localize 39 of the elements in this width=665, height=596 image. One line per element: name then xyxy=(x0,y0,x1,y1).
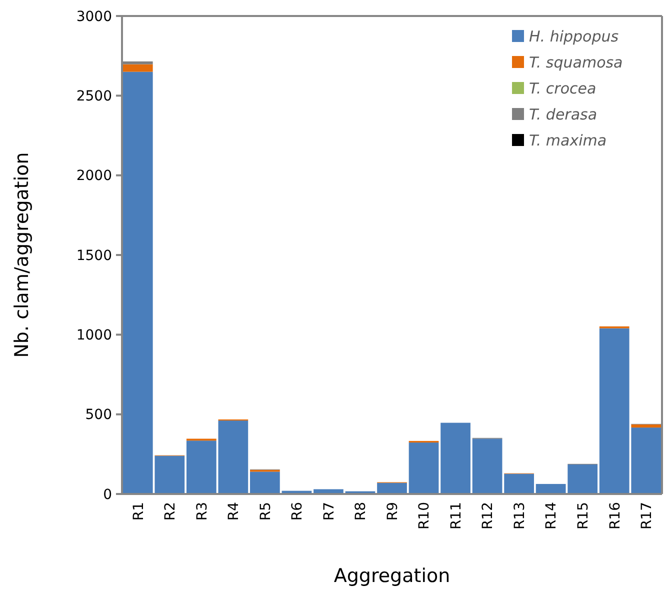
x-tick-label: R2 xyxy=(162,502,179,521)
y-tick-label: 1000 xyxy=(76,328,112,344)
bar xyxy=(472,438,502,494)
y-axis-title: Nb. clam/aggregation xyxy=(11,152,33,358)
y-tick-label: 0 xyxy=(103,486,112,503)
x-tick-label: R10 xyxy=(416,502,433,530)
y-tick-label: 2000 xyxy=(76,168,112,184)
y-tick-label: 2500 xyxy=(76,88,112,105)
x-axis-title: Aggregation xyxy=(334,565,450,587)
x-tick-label: R17 xyxy=(639,502,656,530)
legend-label: T. maxima xyxy=(529,131,607,150)
x-tick-label: R12 xyxy=(480,502,496,530)
legend-label: T. crocea xyxy=(529,79,596,98)
bar xyxy=(440,422,470,494)
x-tick-label: R1 xyxy=(130,502,147,521)
x-tick-label: R6 xyxy=(290,502,306,521)
bar xyxy=(504,474,534,494)
x-tick-label: R8 xyxy=(353,502,370,521)
bar xyxy=(377,482,407,494)
x-tick-label: R15 xyxy=(575,502,592,530)
x-tick-label: R5 xyxy=(258,502,274,521)
legend-label: H. hippopus xyxy=(529,27,619,46)
x-tick-label: R13 xyxy=(512,502,528,530)
x-tick-label: R14 xyxy=(544,502,560,530)
x-tick-label: R4 xyxy=(226,502,242,521)
legend-label: T. squamosa xyxy=(529,53,623,72)
y-tick-label: 1500 xyxy=(76,248,112,264)
bar xyxy=(631,424,662,428)
x-tick-label: R11 xyxy=(448,502,464,530)
bar xyxy=(250,472,280,494)
bar xyxy=(122,64,153,72)
x-tick-label: R7 xyxy=(321,502,338,521)
y-tick-label: 3000 xyxy=(76,8,112,25)
x-tick-label: R9 xyxy=(384,502,401,521)
y-tick-label: 500 xyxy=(85,407,112,424)
x-tick-label: R16 xyxy=(607,502,624,530)
x-tick-label: R3 xyxy=(194,502,210,521)
legend-label: T. derasa xyxy=(529,105,598,124)
bar xyxy=(408,442,439,494)
